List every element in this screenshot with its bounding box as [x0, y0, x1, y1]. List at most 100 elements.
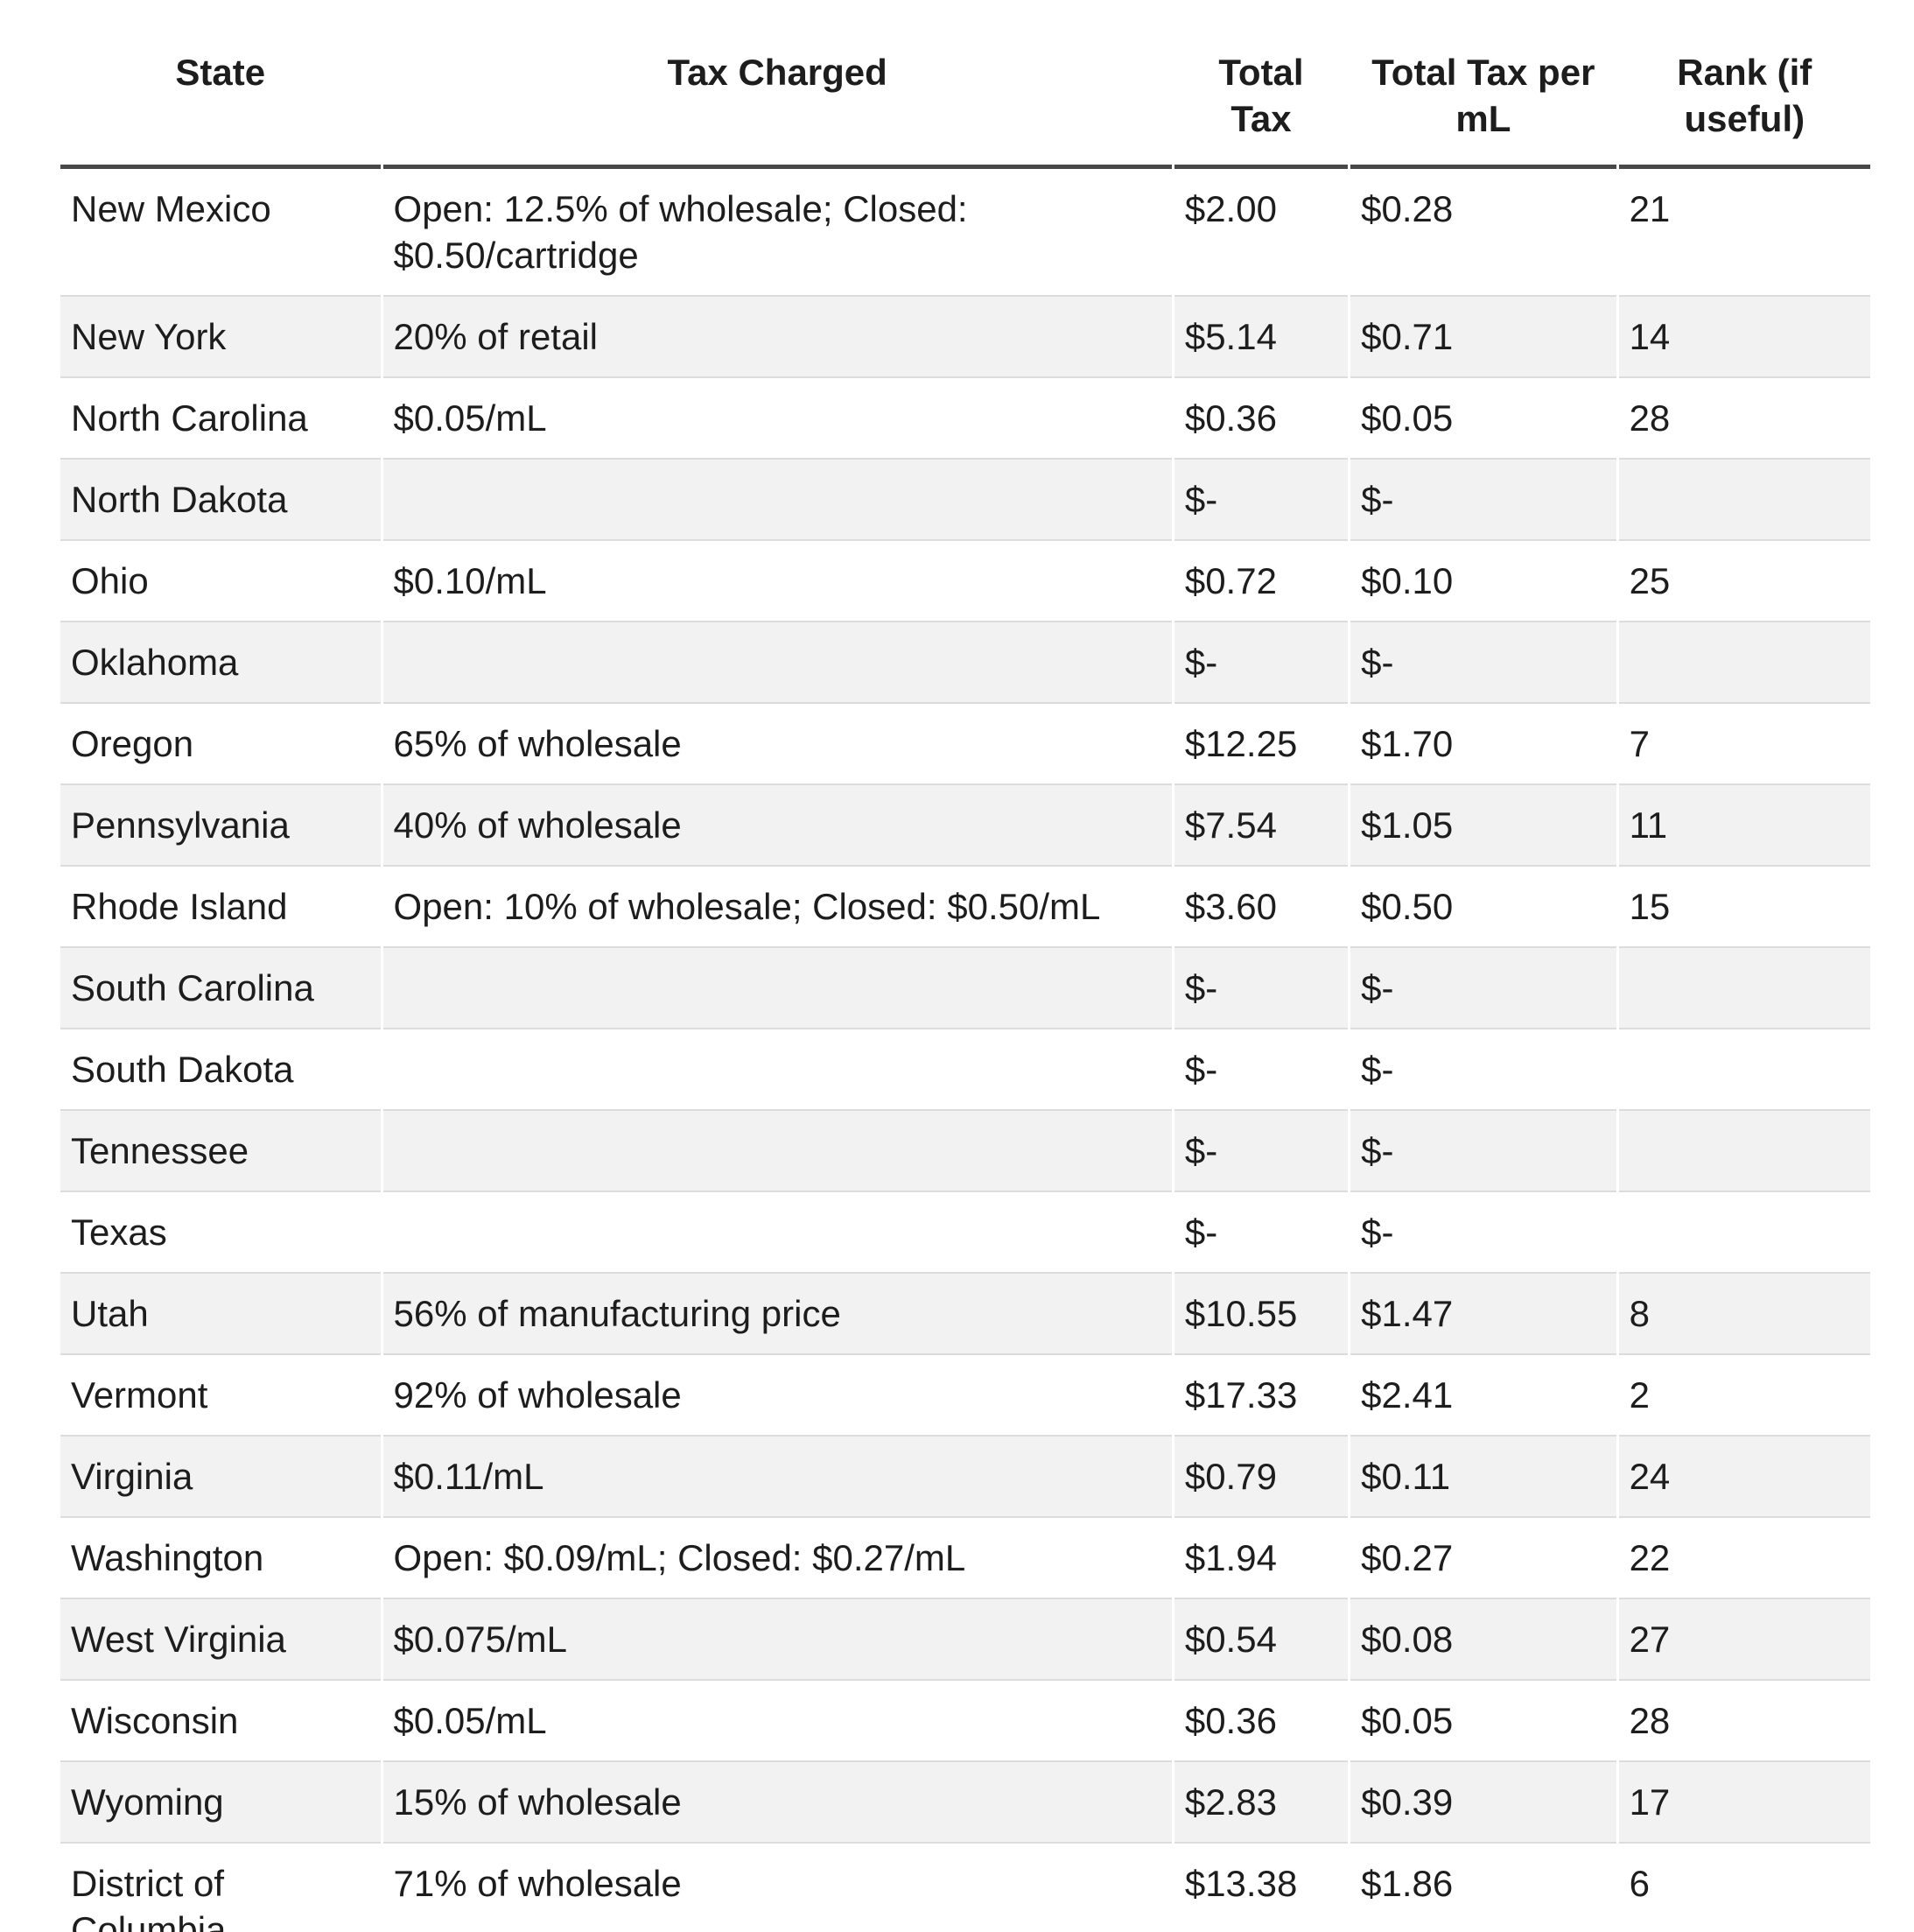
cell-state: Virginia [60, 1437, 381, 1518]
cell-state: Rhode Island [60, 867, 381, 948]
table-row: Wisconsin $0.05/mL $0.36 $0.05 28 [60, 1681, 1870, 1762]
cell-total-tax: $0.79 [1174, 1437, 1349, 1518]
cell-total-tax-per-ml: $0.08 [1350, 1599, 1616, 1681]
cell-total-tax: $13.38 [1174, 1844, 1349, 1932]
cell-rank [1618, 622, 1870, 704]
cell-state: Texas [60, 1192, 381, 1274]
cell-state: New Mexico [60, 169, 381, 297]
cell-total-tax-per-ml: $0.27 [1350, 1518, 1616, 1599]
table-row: Utah 56% of manufacturing price $10.55 $… [60, 1274, 1870, 1355]
table-row: District of Columbia 71% of wholesale $1… [60, 1844, 1870, 1932]
cell-total-tax-per-ml: $0.10 [1350, 541, 1616, 622]
cell-rank: 2 [1618, 1355, 1870, 1437]
cell-tax-charged [382, 1111, 1172, 1192]
cell-rank [1618, 1029, 1870, 1111]
cell-total-tax: $17.33 [1174, 1355, 1349, 1437]
table-row: New York 20% of retail $5.14 $0.71 14 [60, 297, 1870, 378]
cell-rank: 24 [1618, 1437, 1870, 1518]
cell-total-tax: $- [1174, 1029, 1349, 1111]
cell-total-tax-per-ml: $0.39 [1350, 1762, 1616, 1844]
header-row: State Tax Charged Total Tax Total Tax pe… [60, 9, 1870, 169]
cell-total-tax: $10.55 [1174, 1274, 1349, 1355]
cell-state: Wisconsin [60, 1681, 381, 1762]
cell-tax-charged: $0.05/mL [382, 378, 1172, 460]
cell-state: New York [60, 297, 381, 378]
state-vape-tax-table: State Tax Charged Total Tax Total Tax pe… [58, 9, 1873, 1932]
cell-tax-charged: $0.05/mL [382, 1681, 1172, 1762]
table-row: Rhode Island Open: 10% of wholesale; Clo… [60, 867, 1870, 948]
cell-state: District of Columbia [60, 1844, 381, 1932]
table-row: Tennessee $- $- [60, 1111, 1870, 1192]
cell-state: North Carolina [60, 378, 381, 460]
cell-rank [1618, 460, 1870, 541]
cell-state: Tennessee [60, 1111, 381, 1192]
table-row: Wyoming 15% of wholesale $2.83 $0.39 17 [60, 1762, 1870, 1844]
table-row: Oklahoma $- $- [60, 622, 1870, 704]
table-row: Texas $- $- [60, 1192, 1870, 1274]
table-row: North Dakota $- $- [60, 460, 1870, 541]
cell-tax-charged: 56% of manufacturing price [382, 1274, 1172, 1355]
table-row: Ohio $0.10/mL $0.72 $0.10 25 [60, 541, 1870, 622]
column-header-tax-charged: Tax Charged [382, 9, 1172, 169]
table-row: Oregon 65% of wholesale $12.25 $1.70 7 [60, 704, 1870, 785]
cell-total-tax-per-ml: $- [1350, 1192, 1616, 1274]
cell-total-tax-per-ml: $2.41 [1350, 1355, 1616, 1437]
cell-state: Pennsylvania [60, 785, 381, 867]
cell-tax-charged: $0.10/mL [382, 541, 1172, 622]
table-row: South Dakota $- $- [60, 1029, 1870, 1111]
cell-total-tax: $12.25 [1174, 704, 1349, 785]
cell-total-tax-per-ml: $- [1350, 1029, 1616, 1111]
cell-total-tax: $0.36 [1174, 378, 1349, 460]
cell-total-tax-per-ml: $0.05 [1350, 378, 1616, 460]
cell-rank: 28 [1618, 1681, 1870, 1762]
cell-state: Vermont [60, 1355, 381, 1437]
cell-rank [1618, 1192, 1870, 1274]
cell-tax-charged: Open: $0.09/mL; Closed: $0.27/mL [382, 1518, 1172, 1599]
cell-total-tax-per-ml: $- [1350, 948, 1616, 1029]
cell-total-tax-per-ml: $- [1350, 1111, 1616, 1192]
cell-state: Wyoming [60, 1762, 381, 1844]
table-row: North Carolina $0.05/mL $0.36 $0.05 28 [60, 378, 1870, 460]
cell-rank: 11 [1618, 785, 1870, 867]
cell-state: Washington [60, 1518, 381, 1599]
cell-total-tax-per-ml: $0.11 [1350, 1437, 1616, 1518]
cell-tax-charged: $0.075/mL [382, 1599, 1172, 1681]
cell-rank: 28 [1618, 378, 1870, 460]
cell-rank: 17 [1618, 1762, 1870, 1844]
cell-total-tax: $- [1174, 948, 1349, 1029]
cell-tax-charged [382, 1192, 1172, 1274]
cell-total-tax-per-ml: $1.70 [1350, 704, 1616, 785]
cell-state: Oregon [60, 704, 381, 785]
cell-tax-charged [382, 622, 1172, 704]
column-header-state: State [60, 9, 381, 169]
cell-total-tax-per-ml: $- [1350, 460, 1616, 541]
cell-rank: 6 [1618, 1844, 1870, 1932]
cell-tax-charged: 71% of wholesale [382, 1844, 1172, 1932]
cell-total-tax: $- [1174, 1192, 1349, 1274]
table-row: New Mexico Open: 12.5% of wholesale; Clo… [60, 169, 1870, 297]
cell-tax-charged: $0.11/mL [382, 1437, 1172, 1518]
cell-total-tax: $- [1174, 460, 1349, 541]
cell-total-tax-per-ml: $0.05 [1350, 1681, 1616, 1762]
cell-rank: 15 [1618, 867, 1870, 948]
cell-total-tax: $5.14 [1174, 297, 1349, 378]
table-row: Pennsylvania 40% of wholesale $7.54 $1.0… [60, 785, 1870, 867]
cell-total-tax-per-ml: $0.28 [1350, 169, 1616, 297]
cell-total-tax: $0.72 [1174, 541, 1349, 622]
cell-tax-charged: 20% of retail [382, 297, 1172, 378]
cell-total-tax-per-ml: $0.71 [1350, 297, 1616, 378]
cell-rank: 21 [1618, 169, 1870, 297]
cell-total-tax-per-ml: $0.50 [1350, 867, 1616, 948]
cell-rank [1618, 1111, 1870, 1192]
cell-tax-charged [382, 460, 1172, 541]
cell-total-tax-per-ml: $1.86 [1350, 1844, 1616, 1932]
cell-total-tax: $0.36 [1174, 1681, 1349, 1762]
cell-rank: 25 [1618, 541, 1870, 622]
cell-total-tax-per-ml: $1.05 [1350, 785, 1616, 867]
column-header-total-tax: Total Tax [1174, 9, 1349, 169]
cell-state: South Carolina [60, 948, 381, 1029]
cell-state: West Virginia [60, 1599, 381, 1681]
cell-total-tax: $2.00 [1174, 169, 1349, 297]
cell-rank: 8 [1618, 1274, 1870, 1355]
cell-tax-charged: 40% of wholesale [382, 785, 1172, 867]
